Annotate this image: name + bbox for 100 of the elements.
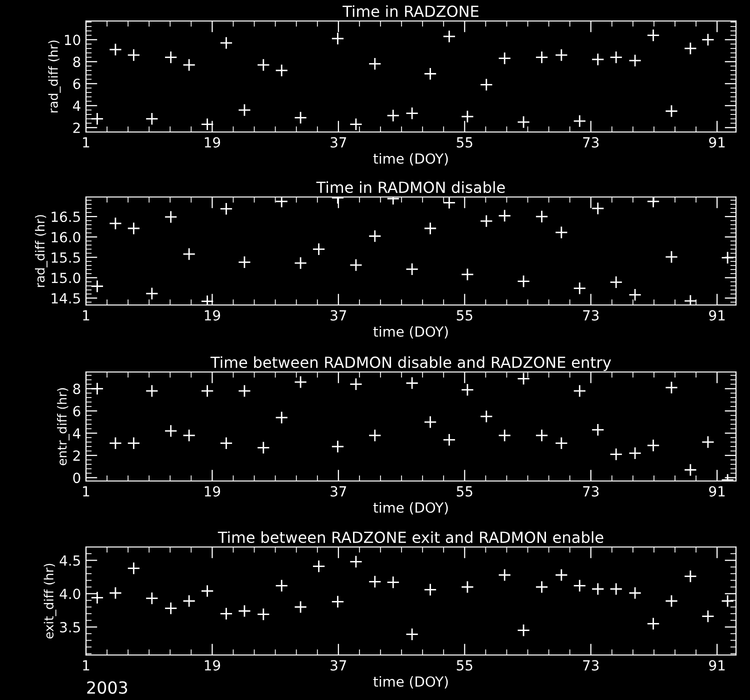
- point: [386, 576, 400, 589]
- point: [182, 594, 196, 608]
- point: [664, 104, 678, 118]
- point: [164, 602, 178, 615]
- y-tick-label: 3.5: [60, 622, 80, 632]
- point: [164, 50, 178, 64]
- point: [498, 209, 512, 222]
- y-tick-label: 8: [73, 384, 80, 394]
- x-axis-title: time (DOY): [373, 502, 448, 514]
- point: [368, 428, 382, 442]
- y-tick-label: 0: [73, 472, 80, 484]
- point: [664, 381, 678, 394]
- y-tick-label: 4: [72, 428, 80, 438]
- point: [684, 463, 697, 476]
- point: [701, 436, 714, 449]
- point: [368, 230, 382, 243]
- point: [164, 424, 178, 438]
- x-tick-label: 19: [204, 486, 220, 497]
- point: [721, 594, 734, 608]
- point: [294, 111, 308, 124]
- point: [498, 428, 512, 442]
- x-tick-label: 91: [709, 310, 725, 321]
- point: [573, 282, 586, 295]
- y-tick-label: 4.0: [60, 588, 80, 600]
- point: [591, 582, 604, 596]
- point: [312, 560, 326, 573]
- y-axis-title: rad_diff (hr): [48, 40, 61, 112]
- x-tick-label: 73: [583, 486, 599, 497]
- point: [517, 274, 530, 288]
- point: [331, 595, 344, 608]
- point: [368, 57, 382, 70]
- x-tick-label: 91: [709, 660, 725, 671]
- point: [349, 555, 362, 568]
- point: [294, 600, 308, 614]
- point: [610, 448, 623, 461]
- point: [349, 258, 362, 272]
- point: [108, 586, 122, 600]
- x-tick-label: 91: [709, 486, 725, 497]
- x-axis-title: time (DOY): [373, 676, 448, 688]
- x-tick-label: 55: [456, 660, 472, 671]
- point: [182, 248, 196, 261]
- point: [238, 256, 251, 269]
- point: [238, 384, 251, 398]
- x-tick-label: 37: [330, 137, 346, 148]
- point: [610, 50, 623, 64]
- point: [220, 202, 233, 216]
- point: [535, 210, 548, 224]
- x-tick-label: 55: [456, 137, 472, 148]
- point: [256, 58, 270, 72]
- point: [424, 67, 437, 80]
- point: [721, 251, 734, 264]
- point: [460, 110, 474, 124]
- point: [127, 222, 140, 235]
- point: [294, 376, 308, 389]
- point: [701, 33, 714, 46]
- point: [554, 568, 568, 582]
- point: [200, 118, 214, 131]
- point: [145, 112, 158, 126]
- x-tick-label: 91: [709, 137, 725, 148]
- point: [517, 116, 530, 129]
- point: [164, 210, 178, 224]
- point: [535, 428, 548, 442]
- x-axis-title: time (DOY): [373, 326, 448, 338]
- point: [331, 440, 344, 454]
- point: [406, 262, 419, 276]
- y-axis-title: rad_diff (hr): [34, 215, 48, 287]
- point: [628, 288, 642, 302]
- point: [591, 52, 604, 66]
- point: [424, 222, 437, 235]
- x-tick-label: 37: [330, 310, 346, 321]
- text: 2003: [87, 681, 128, 694]
- y-tick-label: 4: [72, 100, 80, 111]
- point: [554, 226, 568, 239]
- point: [517, 372, 530, 386]
- point: [442, 433, 456, 446]
- x-tick-label: 1: [83, 660, 90, 670]
- point: [256, 441, 270, 454]
- y-tick-label: 6: [73, 78, 80, 90]
- x-tick-label: 73: [583, 137, 599, 148]
- point: [200, 584, 214, 598]
- y-tick-label: 6: [73, 406, 80, 416]
- point: [220, 436, 233, 450]
- y-axis-title: exit_diff (hr): [44, 564, 56, 639]
- point: [145, 384, 158, 398]
- point: [442, 197, 456, 210]
- point: [442, 30, 456, 43]
- x-tick-label: 1: [83, 486, 90, 496]
- point: [424, 416, 437, 429]
- point: [368, 575, 382, 588]
- x-tick-label: 55: [456, 486, 472, 497]
- y-tick-label: 15.5: [52, 252, 80, 263]
- y-tick-label: 8: [73, 56, 80, 68]
- point: [610, 582, 623, 596]
- x-tick-label: 73: [583, 310, 599, 321]
- point: [554, 436, 568, 450]
- point: [646, 617, 660, 630]
- point: [591, 423, 604, 436]
- y-tick-label: 2: [73, 122, 80, 133]
- point: [535, 580, 548, 594]
- point: [628, 446, 642, 460]
